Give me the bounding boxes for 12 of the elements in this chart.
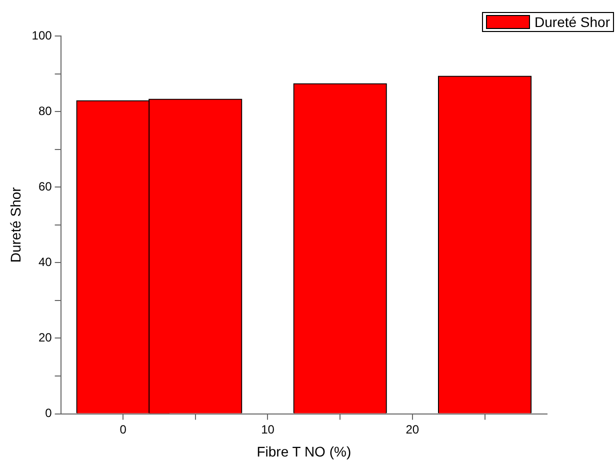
y-tick-label: 40 xyxy=(38,254,52,269)
y-tick-label: 0 xyxy=(45,406,52,420)
y-tick-label: 80 xyxy=(38,104,52,118)
x-tick-label: 20 xyxy=(406,422,420,436)
x-axis-title: Fibre T NO (%) xyxy=(256,443,352,460)
x-tick-label: 10 xyxy=(261,422,275,436)
y-tick-label: 60 xyxy=(38,179,52,194)
x-tick-label: 0 xyxy=(120,422,127,436)
y-axis-title: Dureté Shor xyxy=(7,186,24,263)
y-tick-label: 20 xyxy=(38,330,52,345)
text: Dureté Shor xyxy=(534,14,610,30)
y-tick-label: 100 xyxy=(32,28,52,42)
